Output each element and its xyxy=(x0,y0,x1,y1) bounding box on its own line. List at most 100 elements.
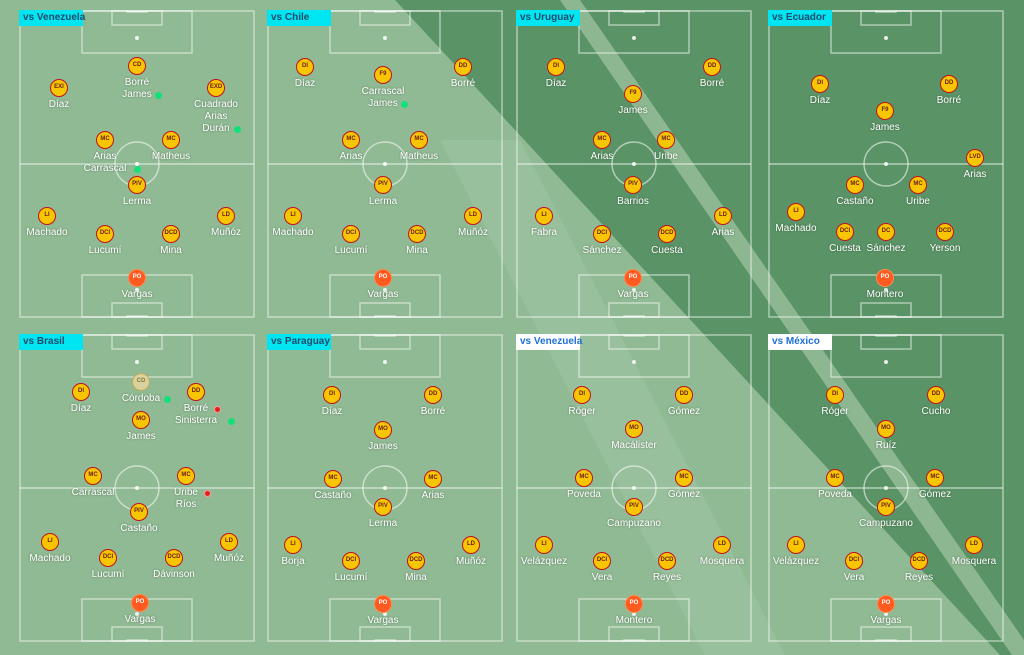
player-name: Muñóz xyxy=(455,556,486,567)
player-name: Castaño xyxy=(120,523,158,534)
position-badge: MC xyxy=(846,176,864,194)
player-name: Borré xyxy=(124,77,150,88)
position-badge: MC xyxy=(675,469,693,487)
player-name: Reyes xyxy=(652,572,682,583)
player-name: Arias xyxy=(421,490,445,501)
player-name: James xyxy=(126,431,156,442)
position-badge: LD xyxy=(462,536,480,554)
position-badge: DCD xyxy=(936,223,954,241)
position-badge: PIV xyxy=(130,503,148,521)
player-name: Poveda xyxy=(818,489,852,500)
position-badge: EXD xyxy=(207,79,225,97)
position-badge: PIV xyxy=(374,498,392,516)
player-name: Borré xyxy=(183,403,209,414)
player-name: James xyxy=(122,89,152,100)
player-name: Carrascal xyxy=(71,487,115,498)
player-name: Montero xyxy=(866,289,904,300)
player-name: Machado xyxy=(272,227,314,238)
player-name: Vera xyxy=(843,572,865,583)
player-name: Borré xyxy=(450,78,476,89)
sub-in-marker xyxy=(233,126,241,133)
player-name: Sinisterra xyxy=(174,415,218,426)
player-name: Vargas xyxy=(121,289,153,300)
player-name: James xyxy=(618,105,648,116)
player-name: Poveda xyxy=(567,489,601,500)
player-name: Lucumí xyxy=(91,569,125,580)
position-badge: LI xyxy=(284,207,302,225)
position-badge: EXI xyxy=(50,79,68,97)
position-badge: DC xyxy=(877,223,895,241)
player-name: Gómez xyxy=(667,406,701,417)
match-label: vs Venezuela xyxy=(19,10,85,26)
player-name: Velázquez xyxy=(520,556,568,567)
position-badge: PO xyxy=(624,269,642,287)
pitch-3: vs Uruguay DI Díaz DD Borré F9 James MC Arias MC U… xyxy=(516,10,752,318)
player-name: Mina xyxy=(405,572,427,583)
player-name: Mosquera xyxy=(699,556,745,567)
position-badge: LD xyxy=(714,207,732,225)
sub-in-marker xyxy=(228,418,235,425)
player-name: Reyes xyxy=(904,572,934,583)
position-badge: DCI xyxy=(836,223,854,241)
player-name: Ríos xyxy=(175,499,197,510)
player-name: Durán xyxy=(202,123,230,134)
player-name: Róger xyxy=(568,406,596,417)
position-badge: DI xyxy=(811,75,829,93)
position-badge: PIV xyxy=(624,176,642,194)
player-name: Borré xyxy=(420,406,446,417)
position-badge: DD xyxy=(424,386,442,404)
player-name: Córdoba xyxy=(121,393,161,404)
player-name: Carrascal xyxy=(361,86,405,97)
player-name: Díaz xyxy=(48,99,70,110)
pitch-1: vs Venezuela CD Borré James EXI Díaz EXD Cuadra… xyxy=(19,10,255,318)
position-badge: DCD xyxy=(408,225,426,243)
player-name: Machado xyxy=(29,553,71,564)
player-name: James xyxy=(368,98,398,109)
position-badge: DCI xyxy=(342,552,360,570)
pitch-markings xyxy=(516,334,752,642)
sub-in-marker xyxy=(134,166,142,173)
position-badge: LI xyxy=(38,207,56,225)
match-label: vs Chile xyxy=(267,10,331,26)
position-badge: MC xyxy=(162,131,180,149)
position-badge: MO xyxy=(374,421,392,439)
player-name: Díaz xyxy=(294,78,316,89)
player-name: Arias xyxy=(93,151,117,162)
pitch-6: vs Paraguay DI Díaz DD Borré MO James MC Castaño… xyxy=(267,334,503,642)
position-badge: LI xyxy=(41,533,59,551)
player-name: Cuesta xyxy=(829,243,861,254)
position-badge: MC xyxy=(324,470,342,488)
position-badge: MC xyxy=(424,470,442,488)
position-badge: MO xyxy=(625,420,643,438)
player-name: Cuesta xyxy=(651,245,683,256)
position-badge: DD xyxy=(454,58,472,76)
player-name: Fabra xyxy=(530,227,558,238)
position-badge: LI xyxy=(284,536,302,554)
position-badge: MC xyxy=(909,176,927,194)
position-badge: CD xyxy=(132,373,150,391)
position-badge: MO xyxy=(132,411,150,429)
player-name: Gómez xyxy=(918,489,952,500)
player-name: Arias xyxy=(711,227,735,238)
player-name: Yerson xyxy=(929,243,961,254)
player-name: Velázquez xyxy=(772,556,820,567)
player-name: Cucho xyxy=(921,406,951,417)
position-badge: DCD xyxy=(407,552,425,570)
position-badge: DI xyxy=(296,58,314,76)
position-badge: PIV xyxy=(374,176,392,194)
match-label: vs México xyxy=(768,334,832,350)
player-name: Machado xyxy=(26,227,68,238)
position-badge: DD xyxy=(940,75,958,93)
position-badge: F9 xyxy=(624,85,642,103)
position-badge: PO xyxy=(374,595,392,613)
position-badge: DI xyxy=(72,383,90,401)
player-name: Lerma xyxy=(368,518,398,529)
player-name: Vera xyxy=(591,572,613,583)
player-name: Mina xyxy=(160,245,182,256)
position-badge: DI xyxy=(323,386,341,404)
position-badge: LD xyxy=(965,536,983,554)
position-badge: DCI xyxy=(342,225,360,243)
position-badge: MO xyxy=(877,420,895,438)
player-name: Castaño xyxy=(836,196,874,207)
position-badge: MC xyxy=(96,131,114,149)
